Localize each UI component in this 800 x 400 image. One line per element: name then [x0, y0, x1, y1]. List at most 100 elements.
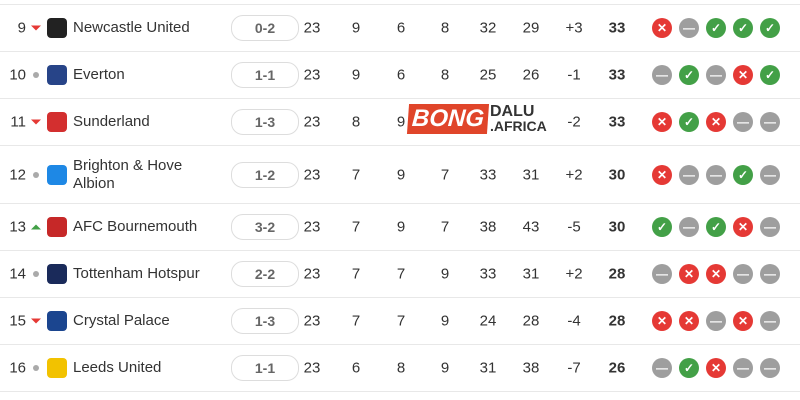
form-loss-icon[interactable]: ✕	[706, 112, 726, 132]
stat-p: 23	[303, 312, 321, 330]
table-row[interactable]: 12 Brighton & Hove Albion 1-2 23 7 9 7 33 31 +2…	[0, 146, 800, 204]
watermark-brand2: DALU	[490, 103, 535, 120]
stat-l: 8	[440, 66, 450, 84]
form-guide: ✓ — ✓ ✕ —	[652, 217, 780, 237]
form-draw-icon[interactable]: —	[760, 358, 780, 378]
form-draw-icon[interactable]: —	[652, 65, 672, 85]
form-draw-icon[interactable]: —	[760, 217, 780, 237]
form-loss-icon[interactable]: ✕	[652, 164, 672, 185]
form-draw-icon[interactable]: —	[760, 112, 780, 132]
form-draw-icon[interactable]: —	[760, 311, 780, 331]
form-draw-icon[interactable]: —	[760, 264, 780, 284]
form-guide: ✕ — — ✓ —	[652, 164, 780, 185]
form-loss-icon[interactable]: ✕	[706, 358, 726, 378]
form-win-icon[interactable]: ✓	[706, 217, 726, 237]
form-loss-icon[interactable]: ✕	[679, 311, 699, 331]
form-loss-icon[interactable]: ✕	[652, 311, 672, 331]
stat-ga: 28	[522, 312, 540, 330]
form-loss-icon[interactable]: ✕	[679, 264, 699, 284]
last-match-score[interactable]: 0-2	[231, 15, 299, 41]
form-draw-icon[interactable]: —	[706, 164, 726, 185]
stat-w: 7	[351, 166, 361, 183]
form-loss-icon[interactable]: ✕	[733, 217, 753, 237]
stat-gd: -2	[567, 113, 581, 131]
stat-ga: 43	[522, 218, 540, 236]
form-loss-icon[interactable]: ✕	[652, 18, 672, 38]
last-match-score[interactable]: 3-2	[231, 214, 299, 240]
team-name[interactable]: Brighton & Hove Albion	[73, 156, 183, 192]
stat-w: 7	[351, 312, 361, 330]
stat-l: 7	[440, 218, 450, 236]
stat-ga: 31	[522, 265, 540, 283]
table-row[interactable]: 13 AFC Bournemouth 3-2 23 7 9 7 38 43 -5 30 ✓ — ✓ ✕ —	[0, 204, 800, 251]
team-logo-icon	[47, 358, 67, 378]
stat-w: 6	[351, 359, 361, 377]
form-win-icon[interactable]: ✓	[760, 65, 780, 85]
form-loss-icon[interactable]: ✕	[733, 65, 753, 85]
watermark-brand: BONG	[406, 104, 490, 134]
form-win-icon[interactable]: ✓	[679, 358, 699, 378]
form-loss-icon[interactable]: ✕	[733, 311, 753, 331]
trend-down-icon	[31, 119, 41, 125]
stat-pts: 33	[608, 113, 626, 131]
form-draw-icon[interactable]: —	[760, 164, 780, 185]
stat-gd: +2	[565, 265, 583, 283]
stat-ga: 31	[522, 166, 540, 183]
stat-pts: 33	[608, 66, 626, 84]
stat-gf: 32	[479, 19, 497, 37]
form-win-icon[interactable]: ✓	[733, 164, 753, 185]
form-win-icon[interactable]: ✓	[652, 217, 672, 237]
table-row[interactable]: 15 Crystal Palace 1-3 23 7 7 9 24 28 -4 28 ✕ ✕ — ✕ —	[0, 298, 800, 345]
stat-p: 23	[303, 19, 321, 37]
last-match-score[interactable]: 1-2	[231, 161, 299, 188]
team-name[interactable]: Leeds United	[73, 359, 162, 376]
team-name[interactable]: Sunderland	[73, 113, 150, 130]
form-draw-icon[interactable]: —	[706, 311, 726, 331]
form-draw-icon[interactable]: —	[652, 358, 672, 378]
form-draw-icon[interactable]: —	[652, 264, 672, 284]
team-name[interactable]: Everton	[73, 66, 125, 83]
stat-d: 6	[396, 66, 406, 84]
stat-gf: 33	[479, 166, 497, 183]
team-name[interactable]: Newcastle United	[73, 19, 190, 36]
stat-w: 9	[351, 66, 361, 84]
watermark-logo: BONG DALU .AFRICA	[406, 103, 547, 134]
form-win-icon[interactable]: ✓	[679, 65, 699, 85]
form-draw-icon[interactable]: —	[733, 112, 753, 132]
form-win-icon[interactable]: ✓	[706, 18, 726, 38]
form-draw-icon[interactable]: —	[706, 65, 726, 85]
table-row[interactable]: 10 Everton 1-1 23 9 6 8 25 26 -1 33 — ✓ — ✕ ✓	[0, 52, 800, 99]
last-match-score[interactable]: 1-3	[231, 109, 299, 135]
stat-pts: 33	[608, 19, 626, 37]
stat-gd: -7	[567, 359, 581, 377]
last-match-score[interactable]: 2-2	[231, 261, 299, 287]
last-match-score[interactable]: 1-3	[231, 308, 299, 334]
table-row[interactable]: 9 Newcastle United 0-2 23 9 6 8 32 29 +3 33 ✕ — ✓ ✓ ✓	[0, 5, 800, 52]
form-win-icon[interactable]: ✓	[679, 112, 699, 132]
form-win-icon[interactable]: ✓	[760, 18, 780, 38]
form-draw-icon[interactable]: —	[679, 217, 699, 237]
form-draw-icon[interactable]: —	[679, 164, 699, 185]
last-match-score[interactable]: 1-1	[231, 355, 299, 381]
form-loss-icon[interactable]: ✕	[652, 112, 672, 132]
form-draw-icon[interactable]: —	[733, 264, 753, 284]
form-draw-icon[interactable]: —	[679, 18, 699, 38]
team-logo-icon	[47, 264, 67, 284]
team-name[interactable]: Tottenham Hotspur	[73, 265, 200, 282]
last-match-score[interactable]: 1-1	[231, 62, 299, 88]
form-loss-icon[interactable]: ✕	[706, 264, 726, 284]
team-name[interactable]: Crystal Palace	[73, 312, 170, 329]
form-draw-icon[interactable]: —	[733, 358, 753, 378]
table-row[interactable]: 14 Tottenham Hotspur 2-2 23 7 7 9 33 31 +2 28 — ✕ ✕…	[0, 251, 800, 298]
table-row[interactable]: 11 Sunderland 1-3 23 8 9 -2 33 ✕ ✓ ✕ — —	[0, 99, 800, 146]
table-row[interactable]: 16 Leeds United 1-1 23 6 8 9 31 38 -7 26 — ✓ ✕ — —	[0, 345, 800, 392]
stat-p: 23	[303, 166, 321, 183]
stat-ga: 29	[522, 19, 540, 37]
form-win-icon[interactable]: ✓	[733, 18, 753, 38]
position: 10	[9, 66, 26, 84]
team-logo-icon	[47, 18, 67, 38]
stat-l: 9	[440, 312, 450, 330]
stat-pts: 30	[608, 166, 626, 183]
stat-p: 23	[303, 113, 321, 131]
team-name[interactable]: AFC Bournemouth	[73, 218, 198, 235]
